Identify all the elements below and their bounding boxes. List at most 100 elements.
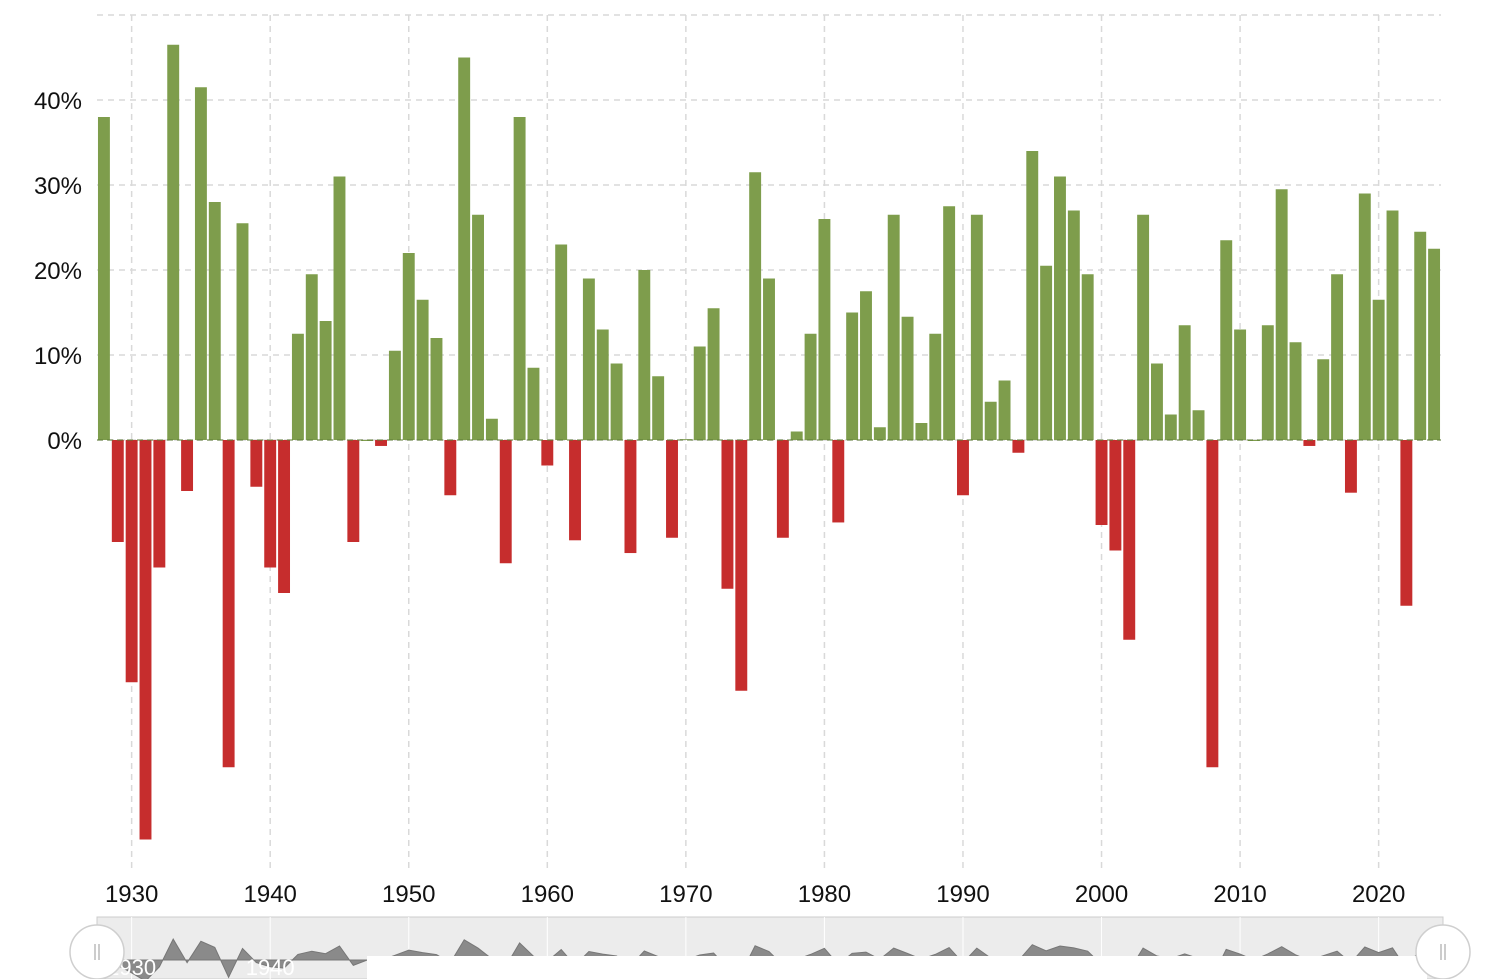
bar-2010[interactable] — [1234, 329, 1247, 441]
bar-1953[interactable] — [444, 440, 457, 496]
handle-knob[interactable] — [1415, 924, 1471, 979]
bar-1998[interactable] — [1067, 210, 1080, 441]
bar-1979[interactable] — [804, 333, 817, 440]
bar-1957[interactable] — [499, 440, 512, 564]
bar-2015[interactable] — [1303, 440, 1316, 446]
bar-1964[interactable] — [596, 329, 609, 441]
bar-2018[interactable] — [1344, 440, 1357, 493]
bar-1983[interactable] — [860, 291, 872, 440]
bar-1996[interactable] — [1040, 265, 1053, 440]
bar-1972[interactable] — [707, 308, 720, 440]
bar-1980[interactable] — [818, 219, 831, 440]
bar-1935[interactable] — [194, 87, 207, 440]
bar-1986[interactable] — [901, 316, 914, 440]
bar-2004[interactable] — [1151, 363, 1163, 441]
bar-1941[interactable] — [278, 440, 291, 593]
bar-1931[interactable] — [139, 440, 152, 840]
bar-1952[interactable] — [430, 338, 443, 440]
bar-1958[interactable] — [513, 117, 526, 440]
bar-1955[interactable] — [472, 214, 484, 440]
bar-2017[interactable] — [1331, 274, 1344, 440]
bar-1951[interactable] — [416, 299, 429, 440]
bar-1991[interactable] — [970, 214, 983, 440]
bar-1960[interactable] — [541, 440, 554, 466]
navigator-right-handle[interactable] — [1415, 924, 1471, 979]
bar-1971[interactable] — [693, 346, 706, 441]
bar-1967[interactable] — [638, 270, 651, 440]
bar-2001[interactable] — [1109, 440, 1122, 551]
bar-2003[interactable] — [1137, 214, 1150, 440]
bar-2023[interactable] — [1414, 231, 1427, 440]
bar-1950[interactable] — [402, 253, 415, 440]
bar-1946[interactable] — [347, 440, 360, 542]
bar-1963[interactable] — [582, 278, 595, 441]
bar-1956[interactable] — [485, 418, 498, 440]
bar-1988[interactable] — [929, 333, 942, 440]
bar-1997[interactable] — [1054, 176, 1066, 441]
navigator-left-handle[interactable] — [69, 924, 125, 979]
bar-1936[interactable] — [208, 202, 221, 440]
bar-1966[interactable] — [624, 440, 637, 554]
bar-2014[interactable] — [1289, 342, 1302, 440]
bar-1949[interactable] — [388, 350, 401, 440]
bar-2013[interactable] — [1275, 189, 1288, 440]
bar-1933[interactable] — [167, 44, 180, 440]
bar-1968[interactable] — [652, 376, 665, 440]
bar-1944[interactable] — [319, 321, 332, 440]
bar-1977[interactable] — [776, 440, 789, 538]
bar-1943[interactable] — [305, 274, 318, 440]
bar-2009[interactable] — [1220, 240, 1233, 440]
bar-2019[interactable] — [1358, 193, 1371, 441]
bar-1982[interactable] — [846, 312, 859, 441]
bar-2007[interactable] — [1192, 410, 1205, 440]
bar-1974[interactable] — [735, 440, 748, 691]
bar-2012[interactable] — [1261, 325, 1274, 440]
bar-1970[interactable] — [679, 439, 692, 440]
bar-2008[interactable] — [1206, 440, 1219, 768]
bar-1992[interactable] — [984, 401, 997, 440]
bar-1930[interactable] — [125, 440, 138, 683]
bar-1989[interactable] — [943, 206, 956, 440]
bar-1942[interactable] — [291, 333, 304, 440]
bar-1938[interactable] — [236, 223, 249, 440]
bar-2006[interactable] — [1178, 325, 1191, 440]
bar-1939[interactable] — [250, 440, 263, 487]
bar-1984[interactable] — [873, 427, 886, 440]
bar-1975[interactable] — [749, 172, 762, 440]
bar-1959[interactable] — [527, 367, 540, 440]
bar-1999[interactable] — [1081, 274, 1094, 440]
bar-2005[interactable] — [1164, 414, 1177, 441]
bar-2000[interactable] — [1095, 440, 1108, 525]
bar-2024[interactable] — [1428, 248, 1441, 440]
bar-1990[interactable] — [957, 440, 969, 496]
bar-1965[interactable] — [610, 363, 623, 441]
bar-1929[interactable] — [111, 440, 124, 542]
bar-1928[interactable] — [97, 117, 110, 440]
bar-1940[interactable] — [264, 440, 277, 568]
bar-2011[interactable] — [1247, 440, 1260, 441]
bar-1981[interactable] — [832, 440, 845, 523]
bar-1995[interactable] — [1026, 151, 1039, 440]
bar-1961[interactable] — [555, 244, 568, 441]
bar-1976[interactable] — [763, 278, 775, 441]
bar-1994[interactable] — [1012, 440, 1025, 453]
bar-1945[interactable] — [333, 176, 346, 441]
bar-1973[interactable] — [721, 440, 734, 589]
bar-1969[interactable] — [666, 440, 678, 538]
bar-2002[interactable] — [1123, 440, 1136, 640]
bar-1948[interactable] — [375, 440, 387, 446]
bar-2016[interactable] — [1317, 359, 1330, 440]
handle-knob[interactable] — [69, 924, 125, 979]
range-navigator[interactable]: 1930 1940 — [69, 916, 1471, 979]
bar-1985[interactable] — [887, 214, 900, 440]
bar-2021[interactable] — [1386, 210, 1399, 441]
bar-1954[interactable] — [458, 57, 471, 441]
bar-1962[interactable] — [569, 440, 581, 541]
bar-1993[interactable] — [998, 380, 1011, 441]
bar-1934[interactable] — [181, 440, 194, 491]
bar-1932[interactable] — [153, 440, 166, 568]
bar-1937[interactable] — [222, 440, 235, 768]
bar-1987[interactable] — [915, 423, 928, 440]
bar-2020[interactable] — [1372, 299, 1385, 440]
bar-1978[interactable] — [790, 431, 803, 441]
